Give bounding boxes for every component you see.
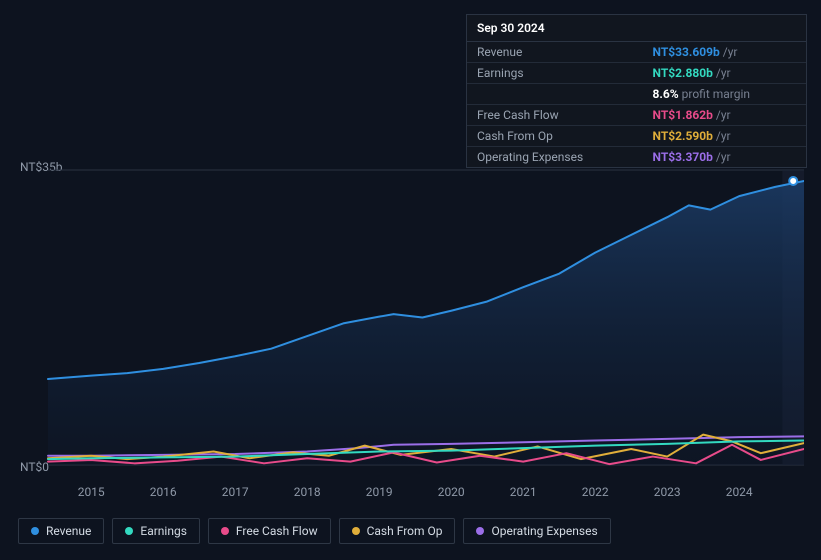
- legend-color-dot: [31, 527, 39, 535]
- x-tick-label: 2021: [510, 485, 537, 499]
- tooltip-row: Free Cash FlowNT$1.862b /yr: [467, 105, 806, 126]
- legend-item[interactable]: Cash From Op: [339, 518, 456, 544]
- legend-item[interactable]: Operating Expenses: [463, 518, 610, 544]
- legend: Revenue Earnings Free Cash Flow Cash From O…: [18, 518, 611, 544]
- tooltip-date: Sep 30 2024: [467, 15, 806, 42]
- tooltip-row-value: 8.6% profit margin: [643, 84, 806, 105]
- tooltip-row-label: Earnings: [467, 63, 643, 84]
- legend-label: Free Cash Flow: [236, 524, 318, 538]
- legend-label: Revenue: [46, 524, 91, 538]
- legend-label: Earnings: [140, 524, 187, 538]
- legend-color-dot: [476, 527, 484, 535]
- x-tick-label: 2020: [438, 485, 465, 499]
- legend-color-dot: [352, 527, 360, 535]
- chart-panel: Sep 30 2024 RevenueNT$33.609b /yrEarning…: [0, 0, 821, 560]
- tooltip-row-value: NT$1.862b /yr: [643, 105, 806, 126]
- tooltip-row-value: NT$2.590b /yr: [643, 126, 806, 147]
- legend-label: Operating Expenses: [491, 524, 597, 538]
- x-tick-label: 2022: [582, 485, 609, 499]
- data-tooltip: Sep 30 2024 RevenueNT$33.609b /yrEarning…: [466, 14, 807, 168]
- line-area-chart[interactable]: [18, 160, 804, 480]
- legend-label: Cash From Op: [367, 524, 443, 538]
- tooltip-row: EarningsNT$2.880b /yr: [467, 63, 806, 84]
- x-tick-label: 2019: [366, 485, 393, 499]
- tooltip-row: RevenueNT$33.609b /yr: [467, 42, 806, 63]
- tooltip-row: 8.6% profit margin: [467, 84, 806, 105]
- x-tick-label: 2017: [222, 485, 249, 499]
- x-tick-label: 2024: [726, 485, 753, 499]
- tooltip-row-value: NT$2.880b /yr: [643, 63, 806, 84]
- legend-item[interactable]: Free Cash Flow: [208, 518, 331, 544]
- x-tick-label: 2015: [78, 485, 105, 499]
- tooltip-row-label: Cash From Op: [467, 126, 643, 147]
- legend-item[interactable]: Revenue: [18, 518, 104, 544]
- x-tick-label: 2023: [654, 485, 681, 499]
- tooltip-row-label: Free Cash Flow: [467, 105, 643, 126]
- tooltip-row-label: [467, 84, 643, 105]
- tooltip-table: RevenueNT$33.609b /yrEarningsNT$2.880b /…: [467, 42, 806, 167]
- tooltip-row-value: NT$33.609b /yr: [643, 42, 806, 63]
- x-tick-label: 2016: [150, 485, 177, 499]
- legend-color-dot: [221, 527, 229, 535]
- legend-color-dot: [125, 527, 133, 535]
- x-tick-label: 2018: [294, 485, 321, 499]
- legend-item[interactable]: Earnings: [112, 518, 200, 544]
- tooltip-row: Cash From OpNT$2.590b /yr: [467, 126, 806, 147]
- x-axis: 2015 2016 2017 2018 2019 2020 2021 2022 2023 2024: [48, 485, 804, 501]
- tooltip-row-label: Revenue: [467, 42, 643, 63]
